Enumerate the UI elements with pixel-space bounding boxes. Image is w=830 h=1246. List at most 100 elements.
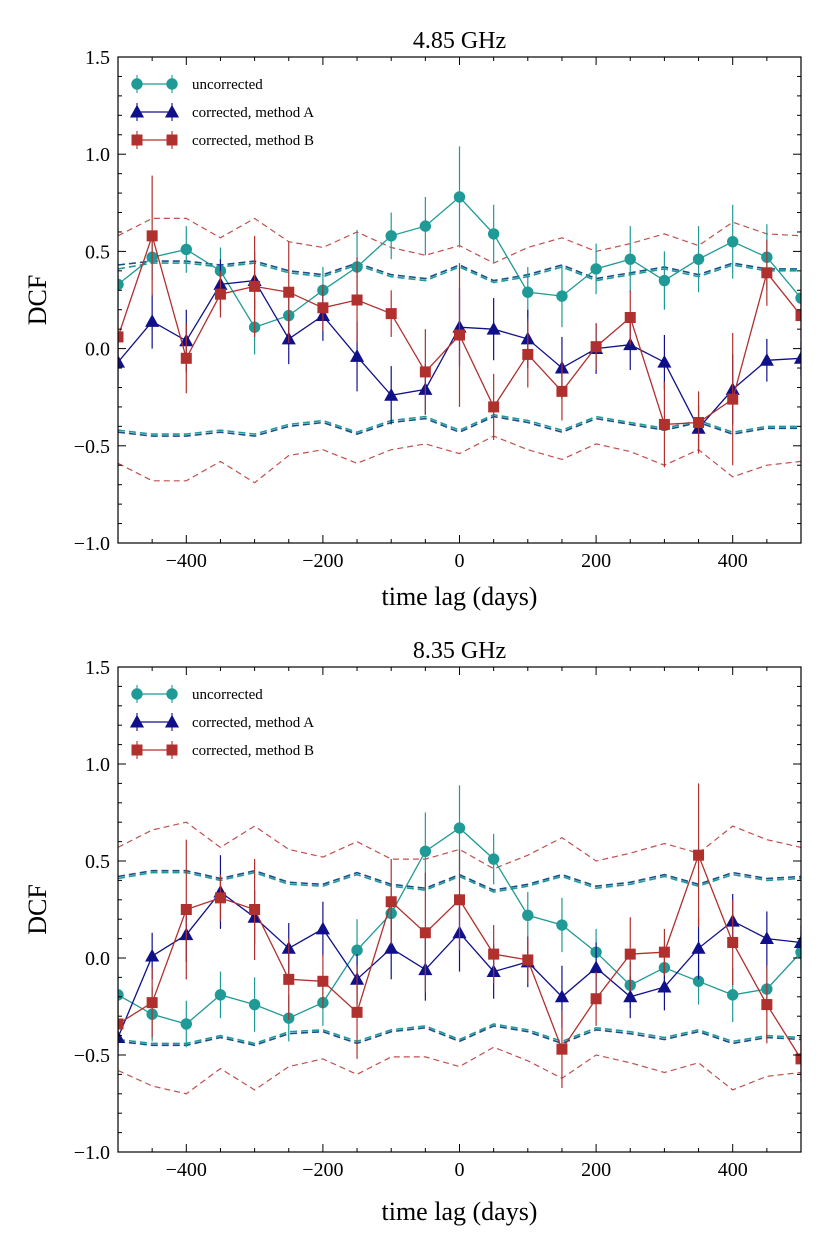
data-point-corrected-method-a bbox=[759, 353, 774, 366]
data-point-corrected-method-b bbox=[522, 954, 534, 966]
data-point-corrected-method-b bbox=[488, 948, 500, 960]
data-point-uncorrected bbox=[419, 845, 432, 858]
legend-item-corrected-method-b: corrected, method B bbox=[131, 131, 314, 149]
legend-label: uncorrected bbox=[192, 77, 263, 93]
x-tick-label: −200 bbox=[302, 550, 343, 572]
legend-item-corrected-method-b: corrected, method B bbox=[131, 741, 314, 759]
data-point-uncorrected bbox=[727, 989, 739, 1001]
data-point-corrected-method-a bbox=[118, 354, 126, 368]
data-point-corrected-method-b bbox=[488, 401, 500, 413]
significance-line-corrected-lower bbox=[118, 1025, 801, 1047]
data-point-corrected-method-b bbox=[249, 280, 261, 292]
data-point-uncorrected bbox=[453, 191, 466, 203]
x-tick-label: 0 bbox=[455, 1159, 465, 1181]
x-tick-label: −200 bbox=[302, 1159, 343, 1181]
legend-item-corrected-method-a: corrected, method A bbox=[129, 713, 314, 731]
data-point-corrected-method-b bbox=[146, 997, 158, 1009]
data-point-corrected-method-a bbox=[384, 388, 399, 401]
legend-marker bbox=[164, 104, 180, 118]
data-point-uncorrected bbox=[351, 944, 363, 956]
data-point-corrected-method-b bbox=[454, 894, 465, 906]
data-point-corrected-method-b bbox=[795, 310, 801, 322]
legend-label: corrected, method A bbox=[192, 105, 314, 121]
legend: uncorrected corrected, method A corrected,… bbox=[129, 685, 314, 759]
data-point-corrected-method-a bbox=[145, 948, 160, 962]
y-tick-label: 0.5 bbox=[85, 241, 110, 263]
data-point-uncorrected bbox=[522, 909, 534, 922]
data-point-uncorrected bbox=[180, 243, 193, 256]
data-point-uncorrected bbox=[556, 290, 568, 302]
significance-line-corrected-upper bbox=[118, 260, 801, 282]
data-point-uncorrected bbox=[419, 220, 432, 232]
data-point-corrected-method-a bbox=[759, 931, 774, 945]
y-tick-label: −0.5 bbox=[74, 1045, 110, 1067]
data-point-corrected-method-a bbox=[384, 941, 399, 954]
y-tick-label: 0.0 bbox=[85, 948, 110, 970]
data-point-corrected-method-b bbox=[556, 1043, 568, 1055]
data-point-corrected-method-b bbox=[351, 1006, 363, 1018]
data-point-corrected-method-b bbox=[727, 936, 739, 948]
significance-line-method-B-lower bbox=[118, 435, 801, 484]
data-point-uncorrected bbox=[214, 989, 227, 1001]
data-point-corrected-method-b bbox=[590, 341, 602, 353]
chart-title: 8.35 GHz bbox=[413, 638, 506, 664]
data-point-uncorrected bbox=[487, 853, 500, 865]
data-point-uncorrected bbox=[658, 274, 671, 287]
legend-marker bbox=[131, 78, 143, 90]
data-point-corrected-method-b bbox=[283, 973, 295, 985]
data-point-corrected-method-b bbox=[590, 993, 602, 1005]
data-point-corrected-method-b bbox=[624, 948, 636, 960]
data-point-corrected-method-b bbox=[214, 288, 226, 300]
x-tick-label: 200 bbox=[581, 550, 611, 572]
data-point-corrected-method-b bbox=[624, 311, 636, 323]
x-tick-label: 400 bbox=[718, 1159, 748, 1181]
y-tick-label: 1.0 bbox=[85, 144, 110, 166]
data-point-corrected-method-b bbox=[214, 892, 226, 904]
data-point-corrected-method-a bbox=[554, 989, 569, 1003]
data-point-corrected-method-b bbox=[385, 308, 397, 320]
data-point-corrected-method-a bbox=[623, 989, 638, 1003]
chart-panel-8-35-ghz: 8.35 GHz −400 −200 0 200 400 −1.0 −0.5 0.0 0.5 1.0… bbox=[23, 638, 802, 1226]
legend-marker bbox=[131, 744, 143, 756]
legend-marker bbox=[129, 104, 145, 118]
legend-marker bbox=[166, 134, 178, 146]
legend-marker bbox=[166, 744, 178, 756]
data-point-corrected-method-b bbox=[419, 366, 431, 378]
data-point-corrected-method-a bbox=[486, 321, 501, 335]
data-point-uncorrected bbox=[248, 998, 261, 1011]
data-point-corrected-method-b bbox=[658, 946, 670, 958]
significance-line-corrected-lower bbox=[118, 415, 801, 437]
y-tick-label: 0.5 bbox=[85, 851, 110, 873]
data-point-corrected-method-a bbox=[589, 960, 604, 974]
plot-area bbox=[118, 783, 801, 1095]
legend-marker bbox=[166, 78, 178, 90]
legend-marker bbox=[131, 688, 143, 700]
data-point-corrected-method-a bbox=[145, 314, 160, 327]
data-point-corrected-method-b bbox=[385, 896, 397, 908]
y-tick-label: −0.5 bbox=[74, 436, 110, 458]
data-point-corrected-method-b bbox=[761, 267, 773, 279]
data-point-corrected-method-b bbox=[118, 331, 124, 343]
significance-line-uncorrected-upper bbox=[118, 262, 801, 284]
data-point-corrected-method-a bbox=[657, 979, 672, 993]
data-point-corrected-method-a bbox=[793, 351, 801, 364]
data-point-corrected-method-a bbox=[350, 349, 365, 362]
legend-label: corrected, method A bbox=[192, 715, 314, 731]
legend-marker bbox=[129, 714, 145, 728]
x-axis-label: time lag (days) bbox=[382, 582, 538, 611]
legend: uncorrected corrected, method A corrected,… bbox=[129, 75, 314, 149]
legend-label: corrected, method B bbox=[192, 133, 314, 149]
data-point-corrected-method-b bbox=[556, 385, 568, 397]
data-point-uncorrected bbox=[180, 1018, 193, 1030]
x-tick-label: −400 bbox=[166, 550, 207, 572]
data-point-corrected-method-b bbox=[180, 352, 192, 364]
data-point-uncorrected bbox=[556, 919, 568, 931]
data-point-corrected-method-a bbox=[657, 354, 672, 368]
data-point-corrected-method-b bbox=[317, 302, 329, 314]
legend-item-uncorrected: uncorrected bbox=[131, 685, 263, 703]
legend-label: uncorrected bbox=[192, 687, 263, 703]
data-point-corrected-method-b bbox=[249, 904, 261, 915]
data-point-corrected-method-b bbox=[283, 286, 295, 298]
y-tick-label: 1.5 bbox=[85, 47, 110, 69]
